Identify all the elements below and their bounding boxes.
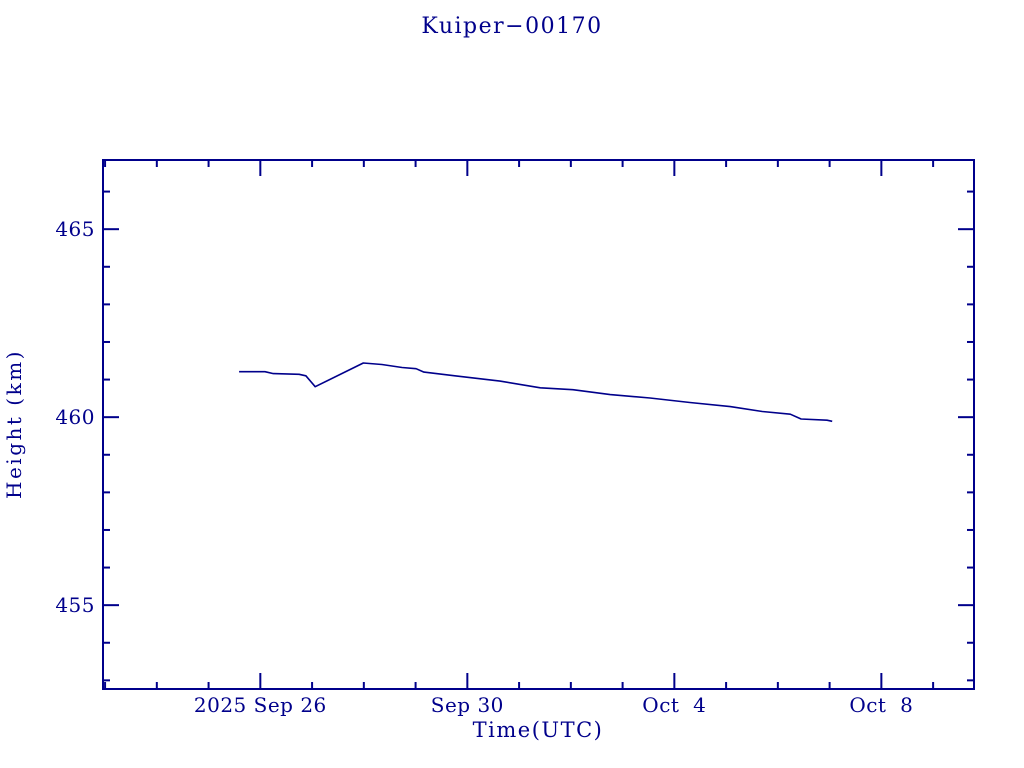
x-tick-label: Sep 30 bbox=[431, 693, 504, 717]
x-tick-label: Oct 8 bbox=[849, 693, 913, 717]
x-tick-label: Oct 4 bbox=[642, 693, 706, 717]
x-tick-label: 2025 Sep 26 bbox=[194, 693, 327, 717]
y-tick-label: 460 bbox=[55, 405, 95, 429]
y-tick-label: 455 bbox=[55, 593, 95, 617]
plot-frame bbox=[102, 159, 975, 690]
x-axis-title: Time(UTC) bbox=[472, 718, 604, 742]
height-series-line bbox=[239, 362, 833, 423]
chart-title: Kuiper−00170 bbox=[421, 14, 603, 39]
y-tick-label: 465 bbox=[55, 217, 95, 241]
